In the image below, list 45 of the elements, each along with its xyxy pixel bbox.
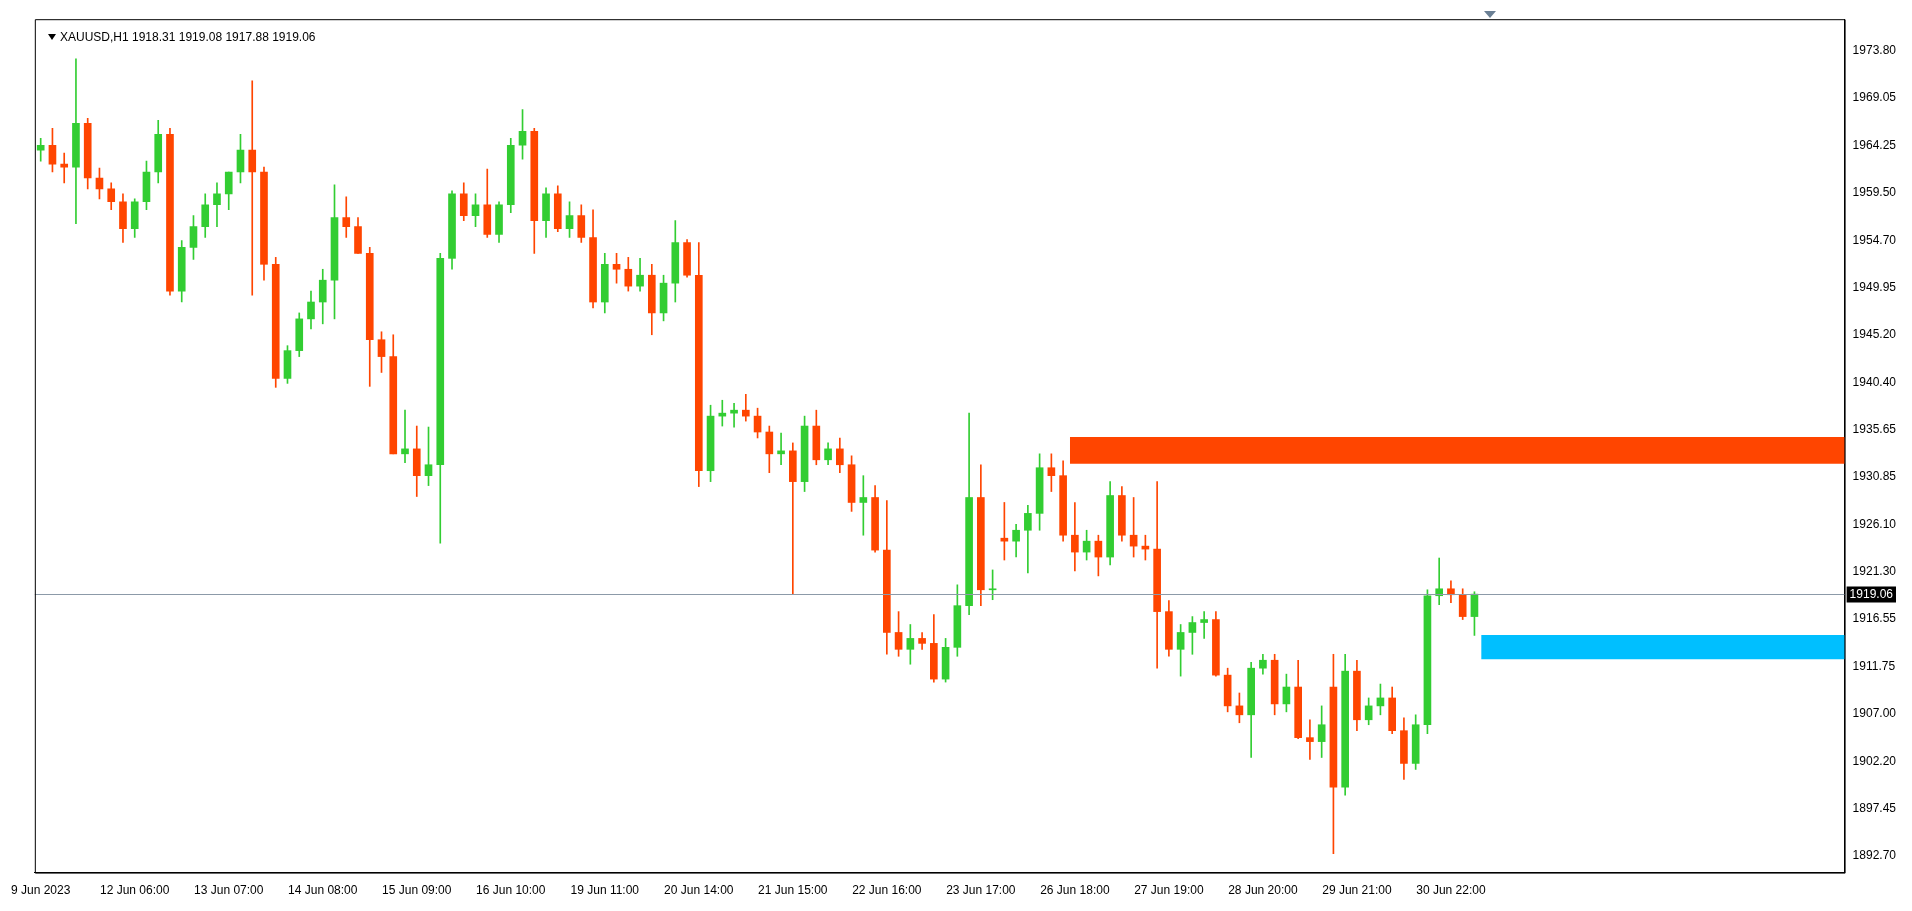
x-tick-label: 15 Jun 09:00	[382, 883, 452, 898]
text: XAUUSD,H1 1918.31 1919.08 1917.88 1919.06	[60, 30, 316, 44]
y-tick-label: 1921.30	[1852, 564, 1897, 579]
y-tick-label: 1907.00	[1852, 706, 1897, 721]
x-tick-label: 26 Jun 18:00	[1040, 883, 1110, 898]
candlestick	[1071, 502, 1079, 572]
candlestick	[1306, 719, 1314, 760]
candlestick	[248, 80, 257, 296]
ref-line-label: 1919.06	[1849, 586, 1894, 601]
x-tick-label: 20 Jun 14:00	[664, 883, 734, 898]
candlestick	[1200, 611, 1208, 639]
y-tick-label: 1964.25	[1852, 138, 1897, 153]
x-tick-label: 14 Jun 08:00	[288, 883, 358, 898]
x-tick-label: 29 Jun 21:00	[1322, 883, 1392, 898]
candlestick	[741, 393, 750, 422]
y-tick-label: 1973.80	[1852, 43, 1897, 58]
candlestick	[401, 409, 409, 464]
y-tick-label: 1954.70	[1852, 232, 1897, 247]
x-tick-label: 13 Jun 07:00	[194, 883, 264, 898]
x-tick-label: 9 Jun 2023	[11, 883, 71, 898]
y-tick-label: 1935.65	[1852, 421, 1897, 436]
y-tick-label: 1959.50	[1852, 185, 1897, 200]
y-tick-label: 1892.70	[1852, 848, 1897, 863]
y-tick-label: 1911.75	[1852, 659, 1896, 673]
candlestick	[342, 196, 351, 238]
candlestick	[1435, 557, 1444, 605]
y-tick-label: 1945.20	[1852, 327, 1897, 342]
y-tick-label: 1969.05	[1852, 90, 1897, 105]
candlestick	[788, 442, 797, 595]
x-tick-label: 30 Jun 22:00	[1416, 883, 1486, 898]
x-tick-label: 19 Jun 11:00	[570, 883, 640, 898]
y-tick-label: 1940.40	[1852, 374, 1897, 389]
y-tick-label: 1926.10	[1852, 516, 1897, 531]
x-tick-label: 23 Jun 17:00	[946, 883, 1016, 898]
x-tick-label: 21 Jun 15:00	[758, 883, 828, 898]
y-tick-label: 1916.55	[1852, 611, 1897, 626]
y-tick-label: 1902.20	[1852, 753, 1897, 768]
y-tick-label: 1930.85	[1852, 469, 1897, 484]
y-tick-label: 1949.95	[1852, 279, 1897, 294]
x-tick-label: 16 Jun 10:00	[476, 883, 546, 898]
x-tick-label: 27 Jun 19:00	[1134, 883, 1204, 898]
x-tick-label: 28 Jun 20:00	[1228, 883, 1298, 898]
y-tick-label: 1897.45	[1852, 800, 1897, 815]
x-tick-label: 12 Jun 06:00	[100, 883, 170, 898]
x-tick-label: 22 Jun 16:00	[852, 883, 922, 898]
